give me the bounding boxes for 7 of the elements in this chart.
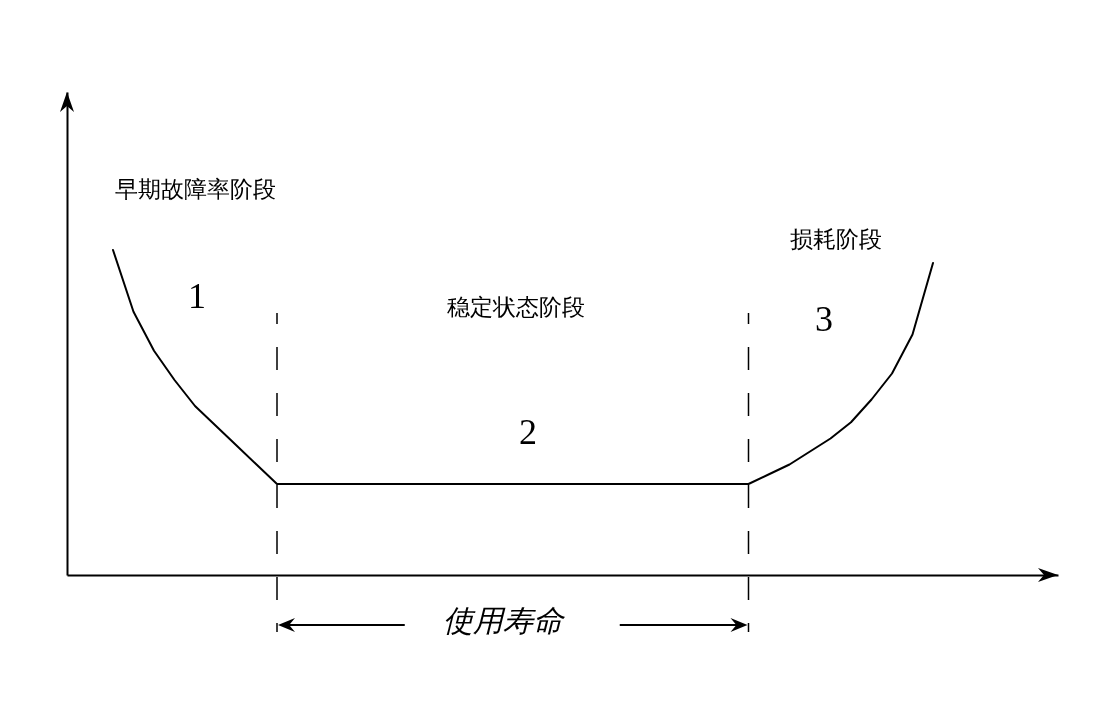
- text: 早期故障率阶段: [114, 176, 276, 202]
- annotation: 3: [815, 299, 833, 339]
- annotation: 稳定状态阶段: [447, 294, 585, 320]
- text: 使用寿命: [442, 604, 566, 637]
- annotation: 损耗阶段: [790, 226, 882, 252]
- annotation: 1: [188, 276, 206, 316]
- annotation: 2: [519, 412, 537, 452]
